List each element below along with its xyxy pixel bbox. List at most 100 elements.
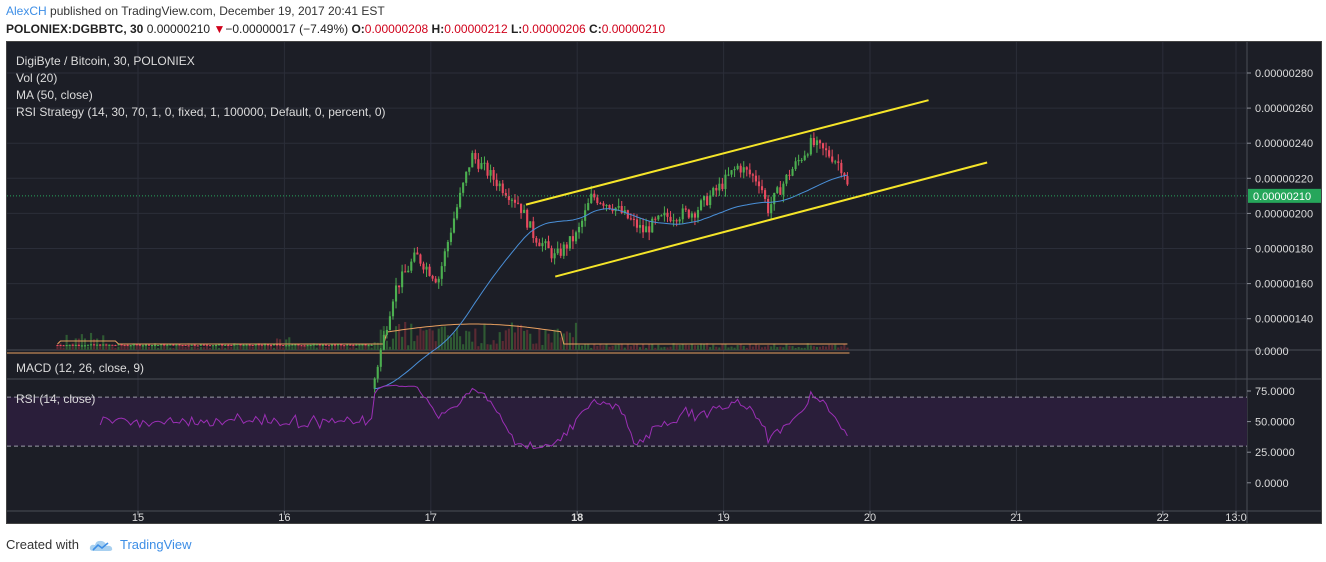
tradingview-brand-link[interactable]: TradingView (120, 537, 192, 552)
candle-body (782, 183, 785, 195)
candle-body (291, 344, 294, 346)
candle-body (215, 345, 218, 347)
candle-body (202, 344, 205, 346)
candle-body (254, 344, 257, 346)
candle-body (117, 344, 120, 346)
candle-body (163, 344, 166, 346)
volume-bar (581, 345, 584, 350)
volume-bar (327, 347, 330, 350)
candle-body (538, 242, 541, 247)
candle-body (233, 344, 236, 346)
candle-body (507, 195, 510, 201)
candle-body (794, 161, 797, 170)
volume-bar (703, 344, 706, 350)
candle-body (626, 210, 629, 219)
candle-body (337, 344, 340, 346)
volume-bar (507, 328, 510, 350)
candle-body (803, 155, 806, 160)
candle-body (724, 174, 727, 190)
volume-bar (516, 325, 520, 350)
candle-body (190, 344, 193, 346)
volume-bar (83, 338, 86, 350)
candle-body (193, 344, 196, 346)
candle-body (730, 170, 733, 175)
candle-body (394, 285, 398, 302)
ma-line (7, 174, 1247, 390)
volume-bar (269, 343, 273, 350)
volume-bar (349, 347, 352, 350)
candle-body (733, 169, 736, 171)
author-link[interactable]: AlexCH (6, 4, 47, 18)
volume-bar (425, 329, 428, 350)
volume-bar (751, 346, 754, 350)
time-tick-label: 17 (425, 512, 437, 523)
volume-bar (550, 342, 553, 350)
candle-body (309, 345, 312, 347)
candle-body (422, 263, 425, 270)
candle-body (840, 162, 843, 174)
candle-body (111, 344, 114, 346)
volume-bar (712, 344, 715, 350)
candle-body (492, 170, 495, 180)
volume-bar (452, 332, 456, 350)
candle-body (800, 159, 803, 161)
candle-body (257, 344, 260, 346)
volume-bar (501, 341, 504, 350)
volume-bar (391, 338, 395, 350)
volume-bar (59, 343, 62, 350)
volume-bar (190, 346, 193, 350)
volume-bar (468, 331, 471, 350)
volume-bar (114, 347, 117, 350)
volume-bar (260, 345, 263, 350)
candle-body (516, 202, 520, 204)
candle-body (99, 344, 102, 346)
candle-body (526, 209, 529, 228)
volume-bar (443, 326, 446, 350)
volume-bar (138, 343, 141, 350)
candle-body (303, 345, 306, 347)
candle-body (846, 176, 849, 185)
volume-bar (266, 345, 269, 350)
candle-body (364, 344, 367, 346)
candle-body (196, 345, 199, 347)
time-tick-label: 21 (1010, 512, 1022, 523)
volume-bar (846, 347, 849, 350)
volume-bar (831, 344, 834, 350)
volume-bar (513, 332, 517, 350)
candle-body (425, 266, 428, 270)
volume-bar (611, 345, 614, 350)
volume-bar (208, 347, 212, 350)
candle-body (80, 345, 83, 347)
candle-body (300, 345, 303, 347)
candle-body (105, 344, 108, 346)
volume-bar (56, 344, 59, 350)
candle-body (495, 179, 498, 187)
volume-bar (352, 345, 355, 350)
candle-body (797, 160, 800, 162)
volume-bar (675, 344, 678, 350)
chart-canvas[interactable]: DigiByte / Bitcoin, 30, POLONIEX Vol (20… (7, 42, 1321, 524)
candle-body (175, 344, 178, 346)
volume-bar (785, 343, 788, 350)
candle-body (294, 344, 297, 346)
candle-body (410, 261, 413, 271)
volume-bar (724, 343, 727, 350)
candle-body (93, 344, 96, 346)
volume-bar (169, 347, 172, 350)
candle-body (599, 203, 602, 205)
candle-body (770, 204, 773, 214)
candle-body (760, 186, 764, 191)
candle-body (166, 344, 169, 346)
candle-body (455, 207, 459, 219)
candle-body (315, 344, 318, 346)
volume-bar (767, 345, 770, 350)
volume-bar (733, 347, 736, 350)
chart-panel[interactable]: DigiByte / Bitcoin, 30, POLONIEX Vol (20… (6, 41, 1322, 524)
candle-body (437, 278, 440, 283)
volume-bar (782, 347, 785, 350)
candle-body (715, 187, 718, 191)
volume-bar (764, 346, 767, 350)
volume-bar (205, 345, 208, 350)
volume-bar (803, 347, 806, 350)
volume-bar (815, 346, 818, 350)
